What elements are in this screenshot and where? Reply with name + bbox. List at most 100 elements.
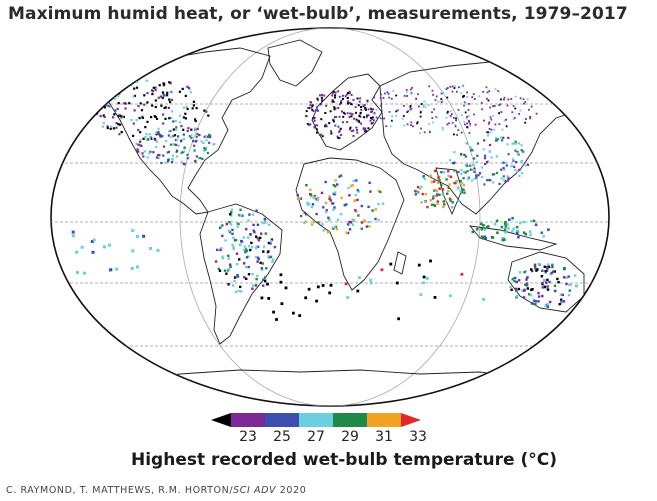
station-point (546, 303, 550, 306)
station-point (481, 108, 483, 111)
station-point (435, 95, 438, 98)
station-point (113, 113, 116, 116)
station-point (390, 119, 393, 122)
station-point (418, 105, 420, 108)
station-point (119, 123, 122, 126)
station-point (196, 127, 199, 131)
station-point (452, 116, 455, 119)
station-point (428, 130, 431, 132)
station-point (267, 297, 271, 300)
station-point (504, 220, 507, 224)
station-point (227, 254, 230, 257)
station-point (205, 146, 208, 149)
station-point (512, 227, 515, 231)
station-point (152, 137, 155, 140)
station-point (505, 125, 508, 128)
station-point (423, 100, 426, 103)
station-point (488, 121, 491, 124)
station-point (206, 135, 209, 138)
station-point (132, 134, 135, 137)
station-point (162, 82, 165, 85)
station-point (537, 300, 540, 303)
station-point (568, 289, 571, 292)
station-point (448, 197, 452, 200)
station-point (252, 223, 255, 227)
station-point (506, 179, 509, 182)
station-point (476, 142, 480, 145)
station-point (332, 91, 335, 93)
station-point (109, 127, 112, 130)
station-point (167, 134, 170, 137)
station-point (148, 133, 151, 136)
station-point (420, 201, 423, 204)
station-point (456, 179, 459, 183)
station-point (469, 164, 472, 167)
station-point (556, 277, 559, 281)
station-point (371, 110, 374, 113)
station-point (158, 133, 162, 136)
station-point (309, 101, 312, 104)
station-point (438, 179, 441, 182)
station-point (184, 94, 187, 97)
station-point (498, 104, 501, 106)
station-point (426, 277, 429, 280)
station-point (168, 81, 171, 84)
station-point (235, 252, 239, 255)
station-point (435, 116, 438, 119)
station-point (249, 248, 252, 252)
station-point (261, 221, 264, 225)
station-point (328, 291, 332, 295)
station-point (503, 168, 506, 171)
station-point (322, 206, 325, 209)
station-point (80, 245, 84, 249)
station-point (247, 245, 251, 248)
station-point (217, 267, 220, 271)
station-point (466, 164, 469, 168)
station-point (464, 123, 466, 126)
station-point (492, 115, 495, 117)
station-point (451, 90, 454, 93)
station-point (347, 92, 349, 95)
station-point (474, 123, 477, 126)
station-point (532, 219, 536, 223)
station-point (172, 120, 175, 123)
station-point (419, 132, 421, 134)
station-point (325, 209, 328, 212)
station-point (172, 143, 175, 146)
station-point (169, 91, 172, 94)
station-point (348, 220, 351, 224)
station-point (460, 272, 464, 276)
station-point (529, 293, 533, 297)
station-point (517, 153, 520, 156)
station-point (442, 171, 446, 174)
station-point (429, 174, 432, 177)
station-point (352, 135, 355, 137)
station-point (331, 100, 334, 103)
station-point (144, 126, 147, 129)
station-point (265, 267, 268, 270)
station-point (181, 87, 184, 90)
station-point (441, 193, 444, 196)
legend-swatch-4 (333, 413, 367, 427)
station-point (255, 278, 258, 281)
station-point (145, 133, 148, 136)
station-point (441, 188, 445, 191)
station-point (475, 174, 478, 177)
station-point (194, 118, 197, 121)
station-point (316, 124, 318, 127)
station-point (149, 247, 152, 250)
station-point (135, 142, 138, 145)
station-point (150, 116, 153, 119)
station-point (447, 170, 450, 173)
station-point (133, 94, 136, 97)
station-point (231, 284, 235, 287)
station-point (311, 109, 314, 112)
station-point (177, 135, 180, 138)
station-point (462, 188, 465, 192)
station-point (473, 113, 475, 116)
station-point (117, 102, 120, 105)
station-point (360, 204, 363, 208)
station-point (161, 113, 165, 116)
station-point (569, 283, 572, 287)
station-point (341, 121, 344, 124)
